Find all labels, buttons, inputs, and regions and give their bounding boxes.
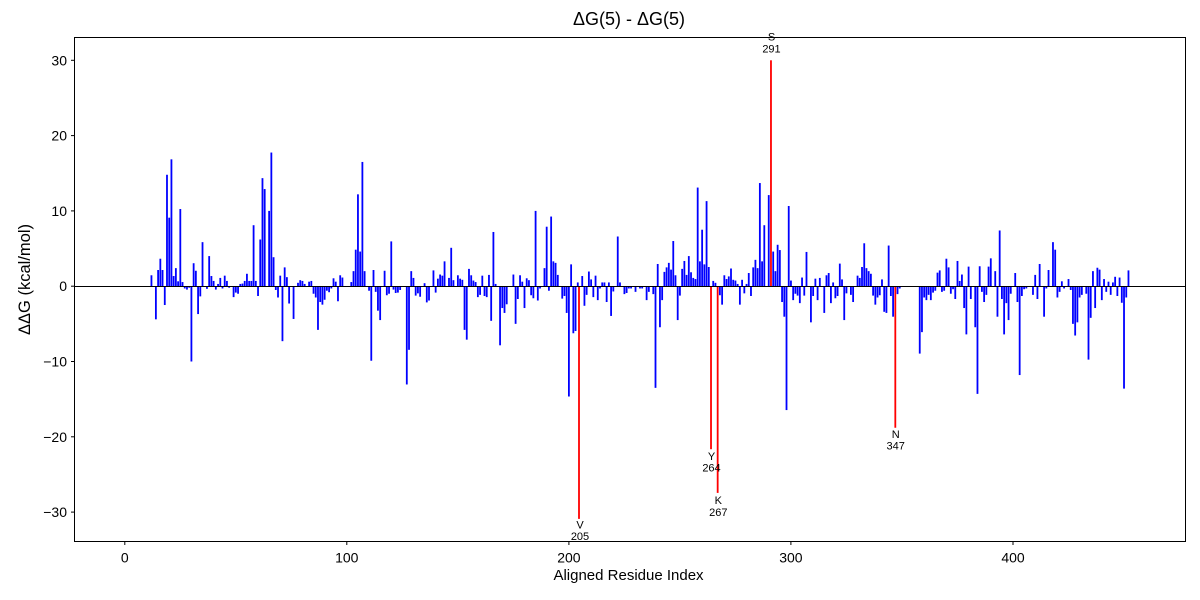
svg-text:V: V: [576, 520, 584, 532]
svg-text:100: 100: [335, 549, 359, 565]
svg-text:S: S: [768, 32, 775, 44]
svg-text:−20: −20: [43, 429, 67, 445]
svg-text:205: 205: [571, 531, 589, 543]
svg-text:20: 20: [51, 128, 67, 144]
svg-text:347: 347: [887, 441, 905, 453]
svg-text:10: 10: [51, 203, 67, 219]
svg-text:0: 0: [59, 278, 67, 294]
svg-text:Aligned Residue Index: Aligned Residue Index: [553, 567, 704, 584]
svg-text:Y: Y: [708, 451, 716, 463]
svg-text:N: N: [892, 429, 900, 441]
svg-text:200: 200: [557, 549, 581, 565]
svg-text:264: 264: [702, 463, 720, 475]
svg-text:ΔΔG (kcal/mol): ΔΔG (kcal/mol): [16, 224, 34, 335]
svg-text:400: 400: [1001, 549, 1025, 565]
svg-text:30: 30: [51, 52, 67, 68]
svg-text:300: 300: [779, 549, 803, 565]
svg-text:K: K: [715, 495, 723, 507]
svg-text:0: 0: [121, 549, 129, 565]
svg-text:−30: −30: [43, 504, 67, 520]
svg-text:−10: −10: [43, 354, 67, 370]
svg-text:ΔG(5) - ΔG(5): ΔG(5) - ΔG(5): [573, 9, 685, 29]
svg-text:291: 291: [762, 44, 780, 56]
svg-text:267: 267: [709, 507, 727, 519]
